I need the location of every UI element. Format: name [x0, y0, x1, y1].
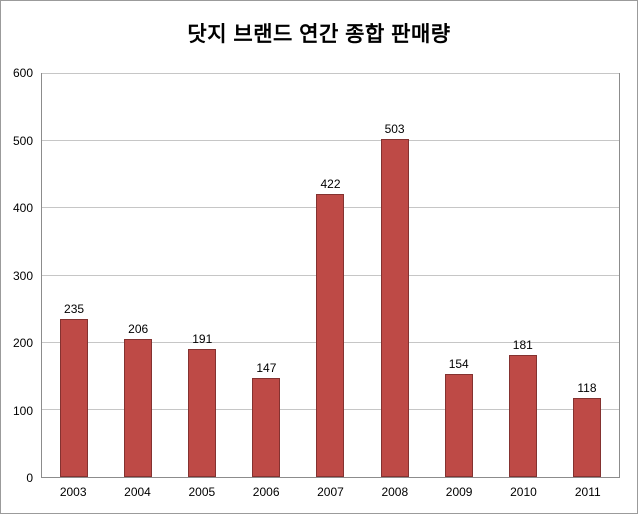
bar-slot: 181	[491, 74, 555, 477]
bar	[60, 319, 89, 477]
y-axis-tick-label: 500	[12, 133, 33, 148]
y-axis-tick-label: 0	[26, 471, 33, 485]
bar	[508, 355, 537, 477]
bar-value-label: 181	[512, 338, 533, 353]
bar-value-label: 191	[192, 331, 213, 346]
bar	[444, 373, 473, 477]
bar-value-label: 206	[128, 321, 149, 336]
bar-slot: 206	[106, 74, 170, 477]
x-axis-tick-label: 2009	[445, 485, 473, 499]
bar-value-label: 503	[384, 122, 405, 137]
x-axis-tick-label: 2007	[317, 485, 344, 499]
gridline	[42, 73, 619, 74]
bar-slot: 118	[555, 74, 619, 477]
gridline	[42, 140, 619, 142]
bar-value-label: 154	[448, 356, 469, 371]
x-axis-tick-label: 2011	[574, 485, 601, 499]
bar-series: 235 206 191 147 422 503 154 181 118	[42, 74, 619, 477]
bar-slot: 147	[234, 74, 298, 477]
bar-slot: 154	[427, 74, 491, 477]
bar	[124, 338, 153, 477]
bar	[316, 193, 345, 477]
bar	[252, 378, 281, 477]
bar-slot: 191	[170, 74, 234, 477]
x-axis-tick-label: 2006	[252, 485, 280, 499]
y-axis-tick-label: 600	[12, 66, 33, 80]
y-axis-tick-label: 200	[12, 336, 33, 350]
y-axis-tick-label: 300	[12, 268, 33, 283]
bar-slot: 422	[298, 74, 362, 477]
x-axis-tick-label: 2004	[124, 485, 151, 499]
y-axis-tick-label: 100	[12, 403, 33, 418]
x-axis: 2003 2004 2005 2006 2007 2008 2009 2010 2011	[41, 485, 620, 499]
bar-slot: 235	[42, 74, 106, 477]
bar	[188, 348, 217, 477]
y-axis-tick-label: 400	[12, 201, 33, 215]
bar-value-label: 147	[256, 361, 277, 376]
bar-value-label: 422	[320, 176, 341, 191]
plot-area: 235 206 191 147 422 503 154 181 118	[41, 73, 620, 478]
bar-value-label: 235	[64, 302, 85, 317]
x-axis-tick-label: 2003	[59, 485, 87, 499]
bar	[380, 139, 409, 477]
x-axis-tick-label: 2008	[381, 485, 409, 499]
bar-value-label: 118	[577, 380, 597, 395]
x-axis-tick-label: 2010	[510, 485, 537, 499]
bar-slot: 503	[363, 74, 427, 477]
chart-title: 닷지 브랜드 연간 종합 판매량	[187, 23, 451, 46]
x-axis-tick-label: 2005	[188, 485, 216, 499]
y-axis: 0 100 200 300 400 500 600	[1, 67, 36, 484]
bar	[572, 397, 601, 477]
